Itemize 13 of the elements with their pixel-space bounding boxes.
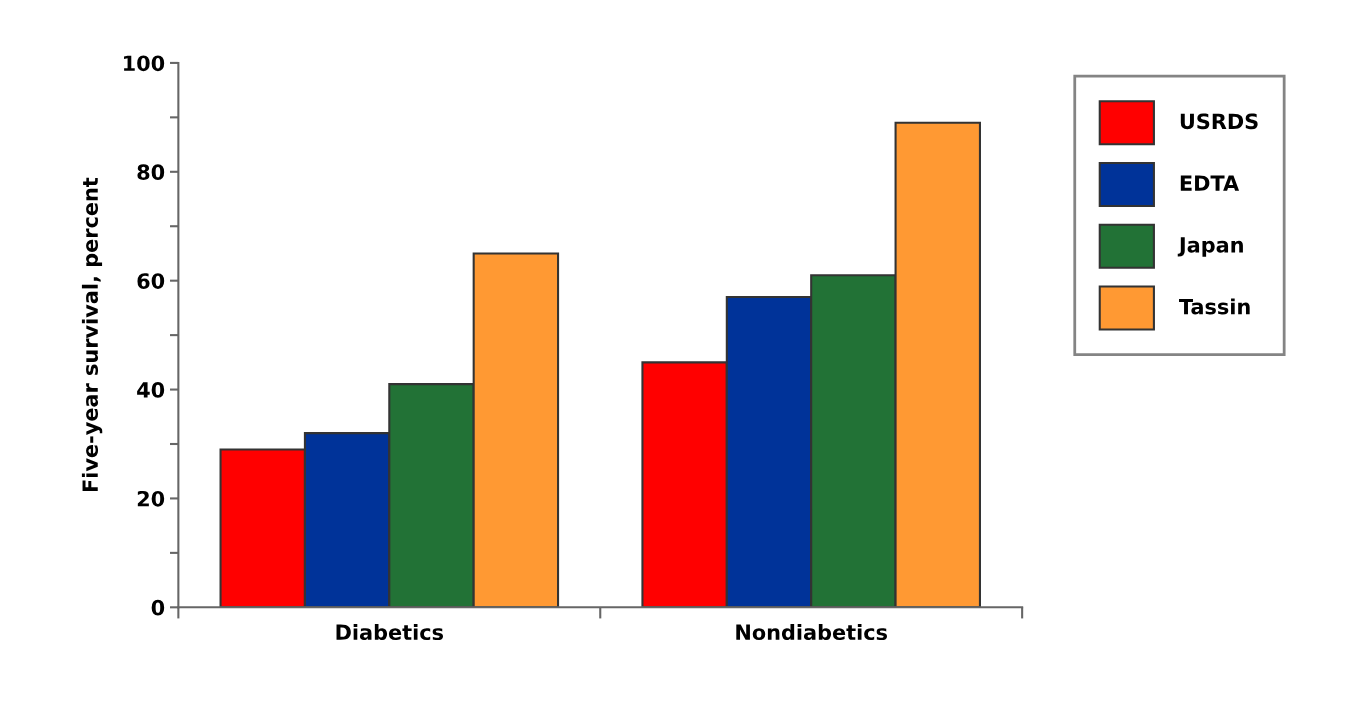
legend-label: EDTA xyxy=(1180,175,1240,191)
legend-label: USRDS xyxy=(1180,113,1258,130)
y-tick-label: 20 xyxy=(137,490,165,507)
y-axis-title: Five-year survival, percent xyxy=(81,177,103,492)
y-tick-label: 100 xyxy=(124,55,165,72)
y-tick-label: 0 xyxy=(151,599,165,616)
y-tick-label: 60 xyxy=(137,273,165,289)
y-tick-label: 40 xyxy=(137,382,165,398)
y-tick-label: 80 xyxy=(137,164,165,181)
x-tick-label: Nondiabetics xyxy=(736,623,887,641)
x-tick-label: Diabetics xyxy=(336,623,444,641)
legend-label: Tassin xyxy=(1179,298,1250,315)
legend-label: Japan xyxy=(1177,237,1243,257)
